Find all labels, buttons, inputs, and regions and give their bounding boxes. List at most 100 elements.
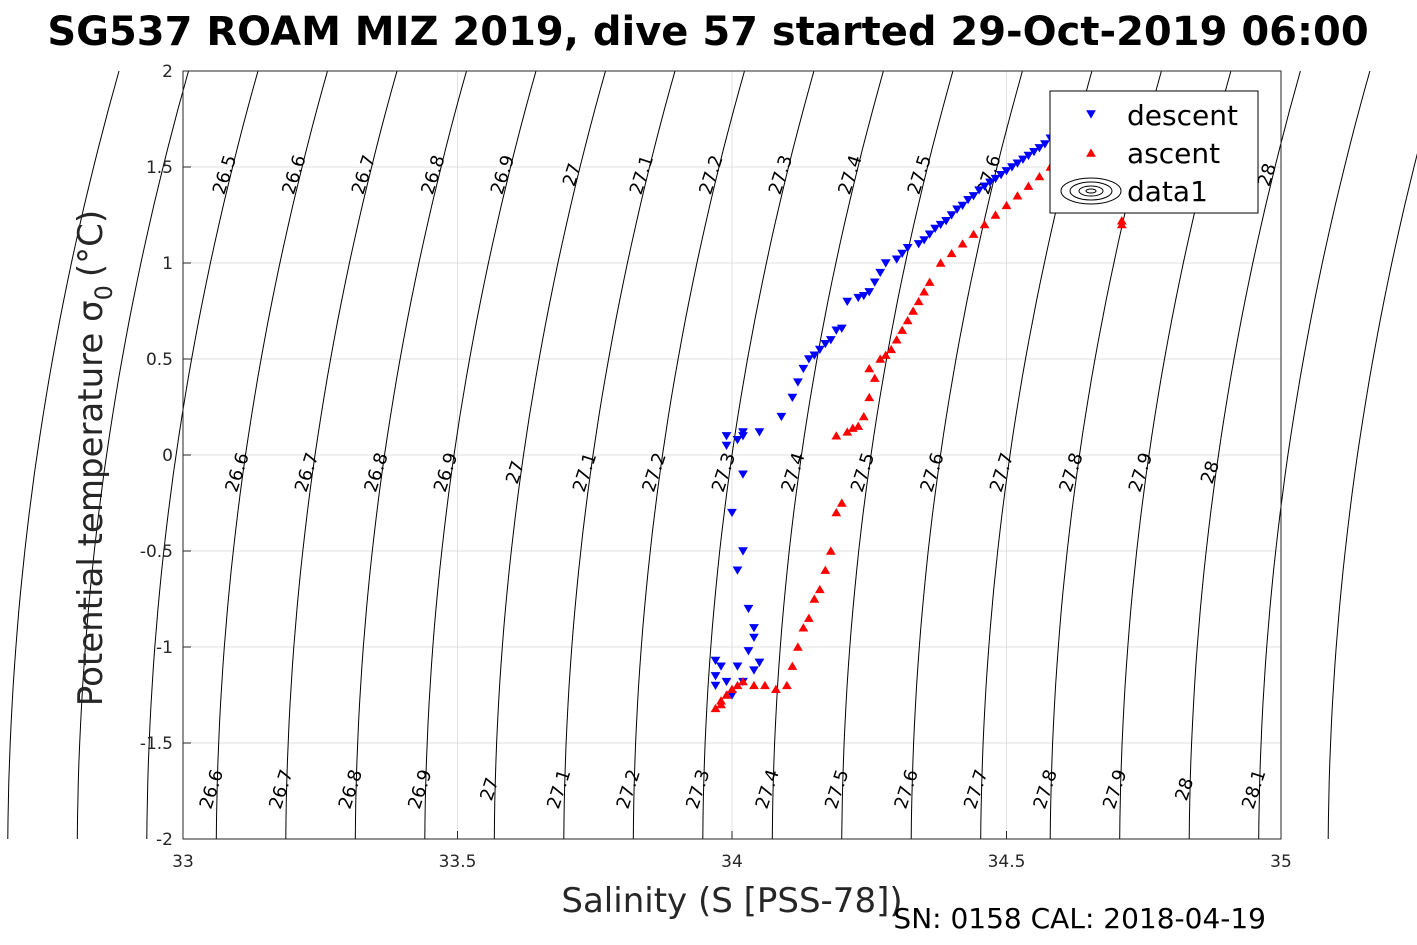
descent-point (738, 547, 748, 556)
x-tick-label: 35 (1270, 852, 1292, 872)
descent-point (749, 666, 759, 675)
x-axis-label: Salinity (S [PSS-78]) (561, 881, 902, 921)
isopycnal-line (7, 70, 120, 840)
ascent-point (858, 412, 869, 421)
descent-point (858, 291, 869, 301)
ascent-point (1034, 172, 1045, 181)
descent-point (836, 324, 847, 333)
descent-point (738, 470, 748, 479)
descent-point (968, 192, 979, 201)
descent-point (946, 211, 957, 220)
x-tick-label: 33.5 (439, 852, 477, 872)
descent-point (891, 255, 902, 264)
descent-point (814, 345, 825, 354)
ascent-point (891, 335, 902, 344)
descent-series (710, 134, 1056, 700)
y-tick-label: -0.5 (140, 542, 173, 562)
ascent-point (869, 373, 880, 382)
descent-point (897, 249, 908, 258)
footer-serial-cal: SN: 0158 CAL: 2018-04-19 (893, 902, 1266, 935)
y-tick-label: 0 (162, 446, 173, 466)
descent-point (820, 339, 831, 349)
descent-point (1023, 151, 1034, 161)
descent-point (743, 647, 754, 656)
density-contours (7, 70, 1417, 840)
x-axis-ticks: 33 33.5 34 34.5 35 (172, 831, 1292, 872)
ascent-point (721, 690, 732, 699)
descent-point (732, 566, 743, 575)
descent-point (880, 259, 891, 268)
ascent-point (1012, 191, 1023, 200)
ascent-point (908, 306, 919, 315)
y-tick-label: -2 (156, 830, 173, 850)
descent-point (809, 351, 820, 360)
descent-point (1040, 140, 1050, 149)
descent-point (793, 378, 803, 387)
isopycnal-line (354, 70, 467, 840)
y-tick-label: 0.5 (146, 350, 173, 370)
legend-label-ascent: ascent (1127, 137, 1220, 170)
descent-point (979, 182, 990, 191)
descent-point (902, 243, 913, 253)
y-axis-label-group: Potential temperature σ0 (°C) (71, 210, 118, 706)
isopycnal-line (1258, 70, 1371, 840)
y-axis-label: Potential temperature σ0 (°C) (71, 210, 118, 706)
descent-point (864, 288, 875, 297)
descent-point (990, 174, 1001, 184)
descent-point (749, 633, 759, 642)
descent-point (776, 412, 787, 422)
isopycnal-line (146, 70, 259, 840)
y-tick-label: -1.5 (140, 734, 173, 754)
ascent-point (814, 584, 825, 594)
ascent-point (864, 392, 875, 402)
isopycnal-line (76, 70, 189, 840)
y-tick-label: -1 (156, 638, 173, 658)
legend-ascent-triangle (1086, 148, 1096, 157)
ascent-point (990, 210, 1001, 219)
isopycnal-line (841, 70, 954, 840)
descent-point (710, 656, 721, 666)
legend-marker-ascent (1086, 148, 1096, 157)
isopycnal-line (1188, 70, 1301, 840)
ascent-point (968, 229, 979, 238)
legend-label-data1: data1 (1127, 175, 1208, 208)
descent-point (963, 195, 973, 205)
ascent-point (864, 364, 875, 373)
legend-descent-triangle (1086, 110, 1096, 119)
ascent-point (902, 316, 913, 325)
ascent-point (771, 684, 781, 693)
x-tick-label: 34.5 (988, 852, 1026, 872)
ascent-point (782, 680, 792, 690)
descent-point (1034, 144, 1045, 153)
ascent-point (787, 661, 798, 670)
descent-point (957, 201, 968, 210)
isopycnal-line (702, 70, 815, 840)
descent-point (798, 364, 809, 374)
ascent-point (919, 287, 930, 296)
descent-point (754, 658, 765, 667)
isopycnal-line (285, 70, 398, 840)
descent-point (842, 297, 853, 306)
isopycnal-line (1327, 152, 1417, 840)
y-axis-label-unit: (°C) (71, 210, 111, 277)
y-tick-label: 1 (162, 254, 173, 274)
descent-point (853, 293, 864, 303)
ascent-point (946, 248, 957, 258)
ascent-point (820, 565, 831, 574)
descent-point (930, 224, 941, 234)
ascent-point (760, 680, 770, 690)
descent-point (985, 178, 995, 187)
isopycnal-line (424, 70, 537, 840)
descent-point (710, 681, 721, 690)
ascent-point (924, 277, 935, 286)
descent-point (754, 428, 765, 437)
descent-point (732, 662, 743, 671)
descent-point (825, 336, 836, 345)
descent-point (738, 428, 748, 437)
chart-title: SG537 ROAM MIZ 2019, dive 57 started 29-… (47, 9, 1368, 55)
descent-point (875, 268, 886, 278)
descent-point (919, 236, 930, 245)
ascent-point (935, 258, 946, 267)
descent-point (1012, 159, 1023, 168)
ascent-point (716, 696, 726, 705)
